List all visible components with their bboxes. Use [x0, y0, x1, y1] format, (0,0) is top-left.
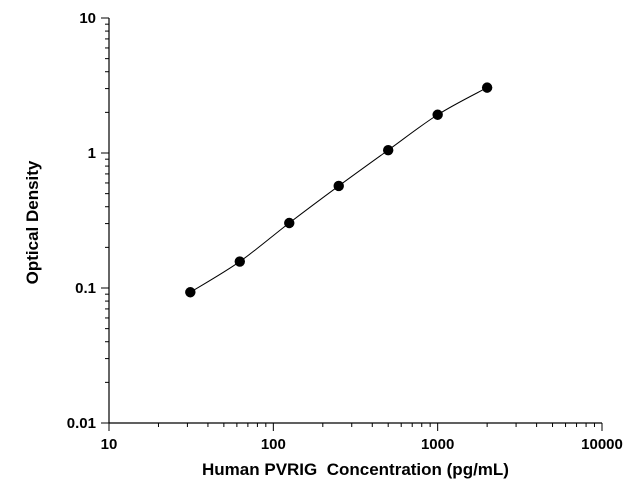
- x-tick-label: 1000: [421, 436, 454, 453]
- data-point: [284, 217, 295, 229]
- axes: [108, 18, 602, 424]
- data-point: [382, 144, 394, 156]
- y-tick-labels: 0.01 0.1 1 10: [67, 10, 96, 432]
- data-point: [432, 109, 443, 120]
- y-tick-label: 0.1: [75, 280, 96, 297]
- data-points: [185, 82, 493, 298]
- y-tick-label: 0.01: [67, 415, 96, 432]
- y-tick-label: 1: [88, 145, 96, 162]
- x-tick-labels: 10 100 1000 10000: [101, 436, 623, 453]
- data-point: [234, 256, 245, 267]
- x-tick-label: 100: [261, 436, 286, 453]
- x-tick-label: 10: [101, 436, 118, 453]
- data-point: [185, 287, 196, 298]
- x-axis-title: Human PVRIG Concentration (pg/mL): [202, 460, 509, 479]
- data-point: [333, 180, 344, 192]
- x-tick-label: 10000: [581, 436, 623, 453]
- axis-ticks: [101, 17, 603, 431]
- y-axis-title: Optical Density: [23, 160, 42, 284]
- data-point: [481, 82, 493, 93]
- y-tick-label: 10: [79, 10, 96, 27]
